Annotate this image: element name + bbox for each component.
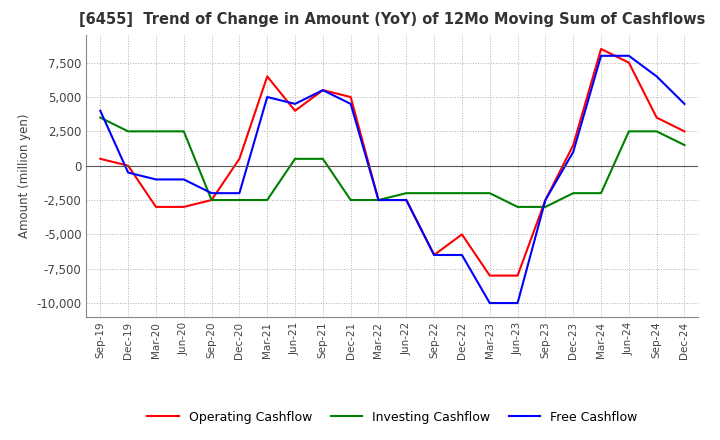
Free Cashflow bbox=[624, 53, 633, 59]
Free Cashflow bbox=[402, 198, 410, 203]
Free Cashflow bbox=[652, 74, 661, 79]
Free Cashflow bbox=[597, 53, 606, 59]
Operating Cashflow bbox=[513, 273, 522, 278]
Investing Cashflow bbox=[624, 129, 633, 134]
Free Cashflow bbox=[124, 170, 132, 175]
Free Cashflow bbox=[96, 108, 104, 114]
Investing Cashflow bbox=[513, 204, 522, 209]
Operating Cashflow bbox=[263, 74, 271, 79]
Investing Cashflow bbox=[179, 129, 188, 134]
Investing Cashflow bbox=[346, 198, 355, 203]
Operating Cashflow bbox=[318, 88, 327, 93]
Free Cashflow bbox=[374, 198, 383, 203]
Free Cashflow bbox=[263, 94, 271, 99]
Free Cashflow bbox=[458, 253, 467, 258]
Free Cashflow bbox=[541, 198, 550, 203]
Investing Cashflow bbox=[680, 143, 689, 148]
Operating Cashflow bbox=[124, 163, 132, 169]
Investing Cashflow bbox=[207, 198, 216, 203]
Free Cashflow bbox=[569, 149, 577, 154]
Investing Cashflow bbox=[291, 156, 300, 161]
Investing Cashflow bbox=[402, 191, 410, 196]
Operating Cashflow bbox=[207, 198, 216, 203]
Free Cashflow bbox=[179, 177, 188, 182]
Operating Cashflow bbox=[152, 204, 161, 209]
Free Cashflow bbox=[680, 101, 689, 106]
Y-axis label: Amount (million yen): Amount (million yen) bbox=[18, 114, 31, 238]
Investing Cashflow bbox=[485, 191, 494, 196]
Operating Cashflow bbox=[680, 129, 689, 134]
Investing Cashflow bbox=[152, 129, 161, 134]
Investing Cashflow bbox=[541, 204, 550, 209]
Operating Cashflow bbox=[624, 60, 633, 65]
Operating Cashflow bbox=[235, 156, 243, 161]
Investing Cashflow bbox=[263, 198, 271, 203]
Operating Cashflow bbox=[179, 204, 188, 209]
Free Cashflow bbox=[235, 191, 243, 196]
Operating Cashflow bbox=[569, 143, 577, 148]
Investing Cashflow bbox=[652, 129, 661, 134]
Investing Cashflow bbox=[458, 191, 467, 196]
Line: Free Cashflow: Free Cashflow bbox=[100, 56, 685, 303]
Investing Cashflow bbox=[597, 191, 606, 196]
Free Cashflow bbox=[152, 177, 161, 182]
Operating Cashflow bbox=[541, 198, 550, 203]
Operating Cashflow bbox=[96, 156, 104, 161]
Investing Cashflow bbox=[124, 129, 132, 134]
Operating Cashflow bbox=[597, 46, 606, 51]
Investing Cashflow bbox=[374, 198, 383, 203]
Free Cashflow bbox=[513, 301, 522, 306]
Line: Investing Cashflow: Investing Cashflow bbox=[100, 117, 685, 207]
Operating Cashflow bbox=[374, 198, 383, 203]
Investing Cashflow bbox=[96, 115, 104, 120]
Free Cashflow bbox=[485, 301, 494, 306]
Title: [6455]  Trend of Change in Amount (YoY) of 12Mo Moving Sum of Cashflows: [6455] Trend of Change in Amount (YoY) o… bbox=[79, 12, 706, 27]
Operating Cashflow bbox=[458, 232, 467, 237]
Line: Operating Cashflow: Operating Cashflow bbox=[100, 49, 685, 275]
Legend: Operating Cashflow, Investing Cashflow, Free Cashflow: Operating Cashflow, Investing Cashflow, … bbox=[143, 406, 642, 429]
Free Cashflow bbox=[207, 191, 216, 196]
Operating Cashflow bbox=[346, 94, 355, 99]
Operating Cashflow bbox=[652, 115, 661, 120]
Operating Cashflow bbox=[430, 253, 438, 258]
Free Cashflow bbox=[318, 88, 327, 93]
Investing Cashflow bbox=[235, 198, 243, 203]
Operating Cashflow bbox=[402, 198, 410, 203]
Free Cashflow bbox=[346, 101, 355, 106]
Investing Cashflow bbox=[430, 191, 438, 196]
Operating Cashflow bbox=[291, 108, 300, 114]
Investing Cashflow bbox=[569, 191, 577, 196]
Investing Cashflow bbox=[318, 156, 327, 161]
Free Cashflow bbox=[291, 101, 300, 106]
Operating Cashflow bbox=[485, 273, 494, 278]
Free Cashflow bbox=[430, 253, 438, 258]
